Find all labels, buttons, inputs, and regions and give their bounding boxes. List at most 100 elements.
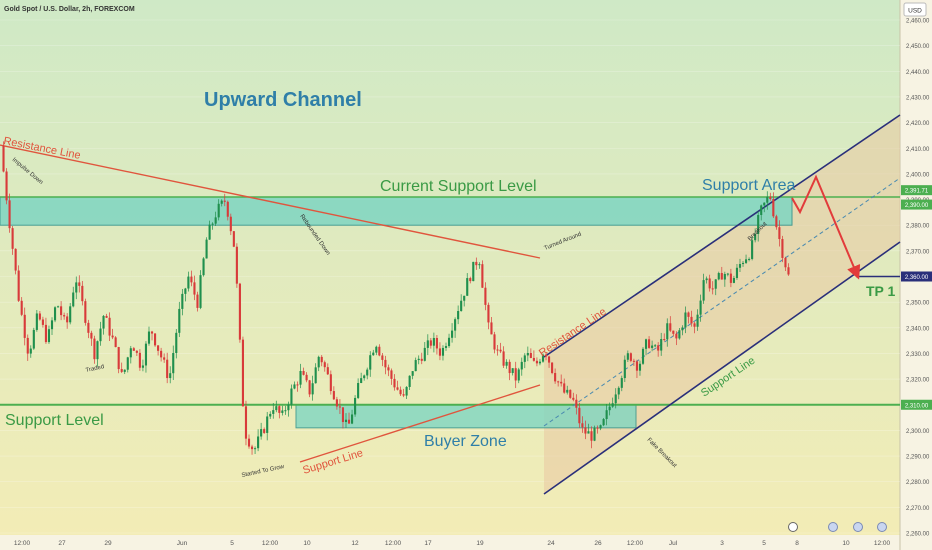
candle-body — [50, 320, 54, 330]
flag-icon-2[interactable] — [853, 522, 863, 532]
candle-body — [141, 365, 144, 368]
candle-body — [505, 361, 508, 366]
flag-icon-1[interactable] — [828, 522, 838, 532]
candle-body — [235, 246, 238, 284]
y-tick-label: 2,330.00 — [906, 352, 930, 358]
candle-body — [705, 278, 708, 281]
currency-box[interactable] — [903, 2, 927, 17]
candle-body — [293, 384, 296, 389]
candle-body — [648, 339, 651, 348]
y-tick-label: 2,420.00 — [906, 121, 930, 127]
flag-icon-3[interactable] — [877, 522, 887, 532]
channel-mid-line — [543, 177, 901, 427]
candle-body — [693, 323, 696, 327]
candle-body — [114, 337, 117, 348]
candle-body — [99, 328, 102, 342]
candle-body — [41, 319, 44, 325]
candle-body — [581, 423, 584, 428]
candle-body — [381, 355, 384, 360]
candle-body — [57, 306, 60, 308]
x-axis: 12:00 27 29 Jun 5 12:00 10 12 12:00 17 19 24 26 12:00… — [14, 540, 891, 547]
candle-body — [150, 331, 154, 334]
x-tick-label: 8 — [795, 540, 799, 547]
candle-body — [460, 300, 463, 312]
candle-body — [2, 145, 5, 172]
candle-body — [53, 307, 57, 321]
candle-body — [660, 339, 663, 351]
candle-body — [75, 282, 78, 293]
candle-body — [508, 361, 511, 374]
currency-label: USD — [908, 8, 922, 15]
candle-body — [338, 406, 341, 408]
y-tick-label: 2,410.00 — [906, 147, 930, 153]
candle-body — [760, 205, 763, 215]
channel-upper-line — [543, 114, 901, 358]
candle-body — [557, 381, 560, 383]
candle-body — [554, 372, 557, 382]
support-line-uptrend — [299, 384, 541, 463]
price-tag — [901, 399, 932, 410]
lightning-icon[interactable] — [788, 522, 798, 532]
candle-body — [178, 308, 181, 333]
candle-body — [717, 273, 720, 280]
candle-body — [272, 410, 275, 414]
candle-body — [766, 196, 769, 203]
candle-body — [681, 327, 684, 331]
candle-body — [120, 369, 123, 372]
candle-body — [754, 233, 757, 241]
candle-body — [708, 278, 711, 289]
candle-body — [435, 337, 438, 349]
candle-body — [378, 346, 381, 356]
candle-body — [38, 313, 41, 320]
candle-body — [299, 370, 302, 385]
candle-body — [341, 407, 345, 423]
candle-body — [481, 264, 484, 288]
candle-body — [699, 300, 702, 315]
candle-body — [126, 357, 129, 370]
candle-body — [772, 199, 775, 217]
candle-body — [111, 335, 114, 338]
candle-body — [311, 383, 314, 395]
x-tick-label: 12 — [351, 540, 359, 547]
candle-body — [444, 346, 448, 348]
candle-body — [451, 330, 454, 338]
candle-body — [208, 224, 211, 240]
candle-body — [132, 348, 135, 351]
x-tick-label: 3 — [720, 540, 724, 547]
candle-body — [123, 369, 126, 372]
candle-body — [326, 367, 329, 375]
candle-body — [229, 216, 232, 232]
candle-body — [369, 355, 372, 370]
y-tick-label: 2,290.00 — [906, 455, 930, 461]
candle-body — [102, 315, 105, 329]
candle-body — [78, 282, 81, 286]
candle-body — [20, 300, 23, 315]
candle-body — [663, 339, 666, 341]
label-tp1: TP 1 — [866, 283, 896, 299]
price-tag-label: 2,310.00 — [905, 403, 929, 409]
candle-body — [350, 414, 354, 424]
candle-body — [144, 343, 148, 366]
candle-body — [544, 354, 548, 357]
candle-body — [687, 312, 690, 317]
candle-body — [532, 357, 535, 361]
candle-body — [529, 353, 532, 358]
candle-body — [166, 359, 169, 379]
candle-body — [205, 239, 208, 259]
candle-body — [384, 359, 387, 368]
candle-body — [763, 202, 766, 206]
candle-body — [117, 347, 120, 370]
x-tick-label: 12:00 — [627, 540, 644, 547]
candle-body — [523, 355, 526, 362]
candle-body — [575, 399, 578, 408]
candle-body — [32, 329, 35, 349]
y-tick-label: 2,460.00 — [906, 19, 930, 25]
candle-body — [684, 312, 687, 328]
candle-body — [344, 419, 348, 423]
candle-body — [238, 283, 241, 340]
candle-body — [269, 413, 272, 417]
candle-body — [644, 339, 648, 349]
y-tick-label: 2,430.00 — [906, 95, 930, 101]
